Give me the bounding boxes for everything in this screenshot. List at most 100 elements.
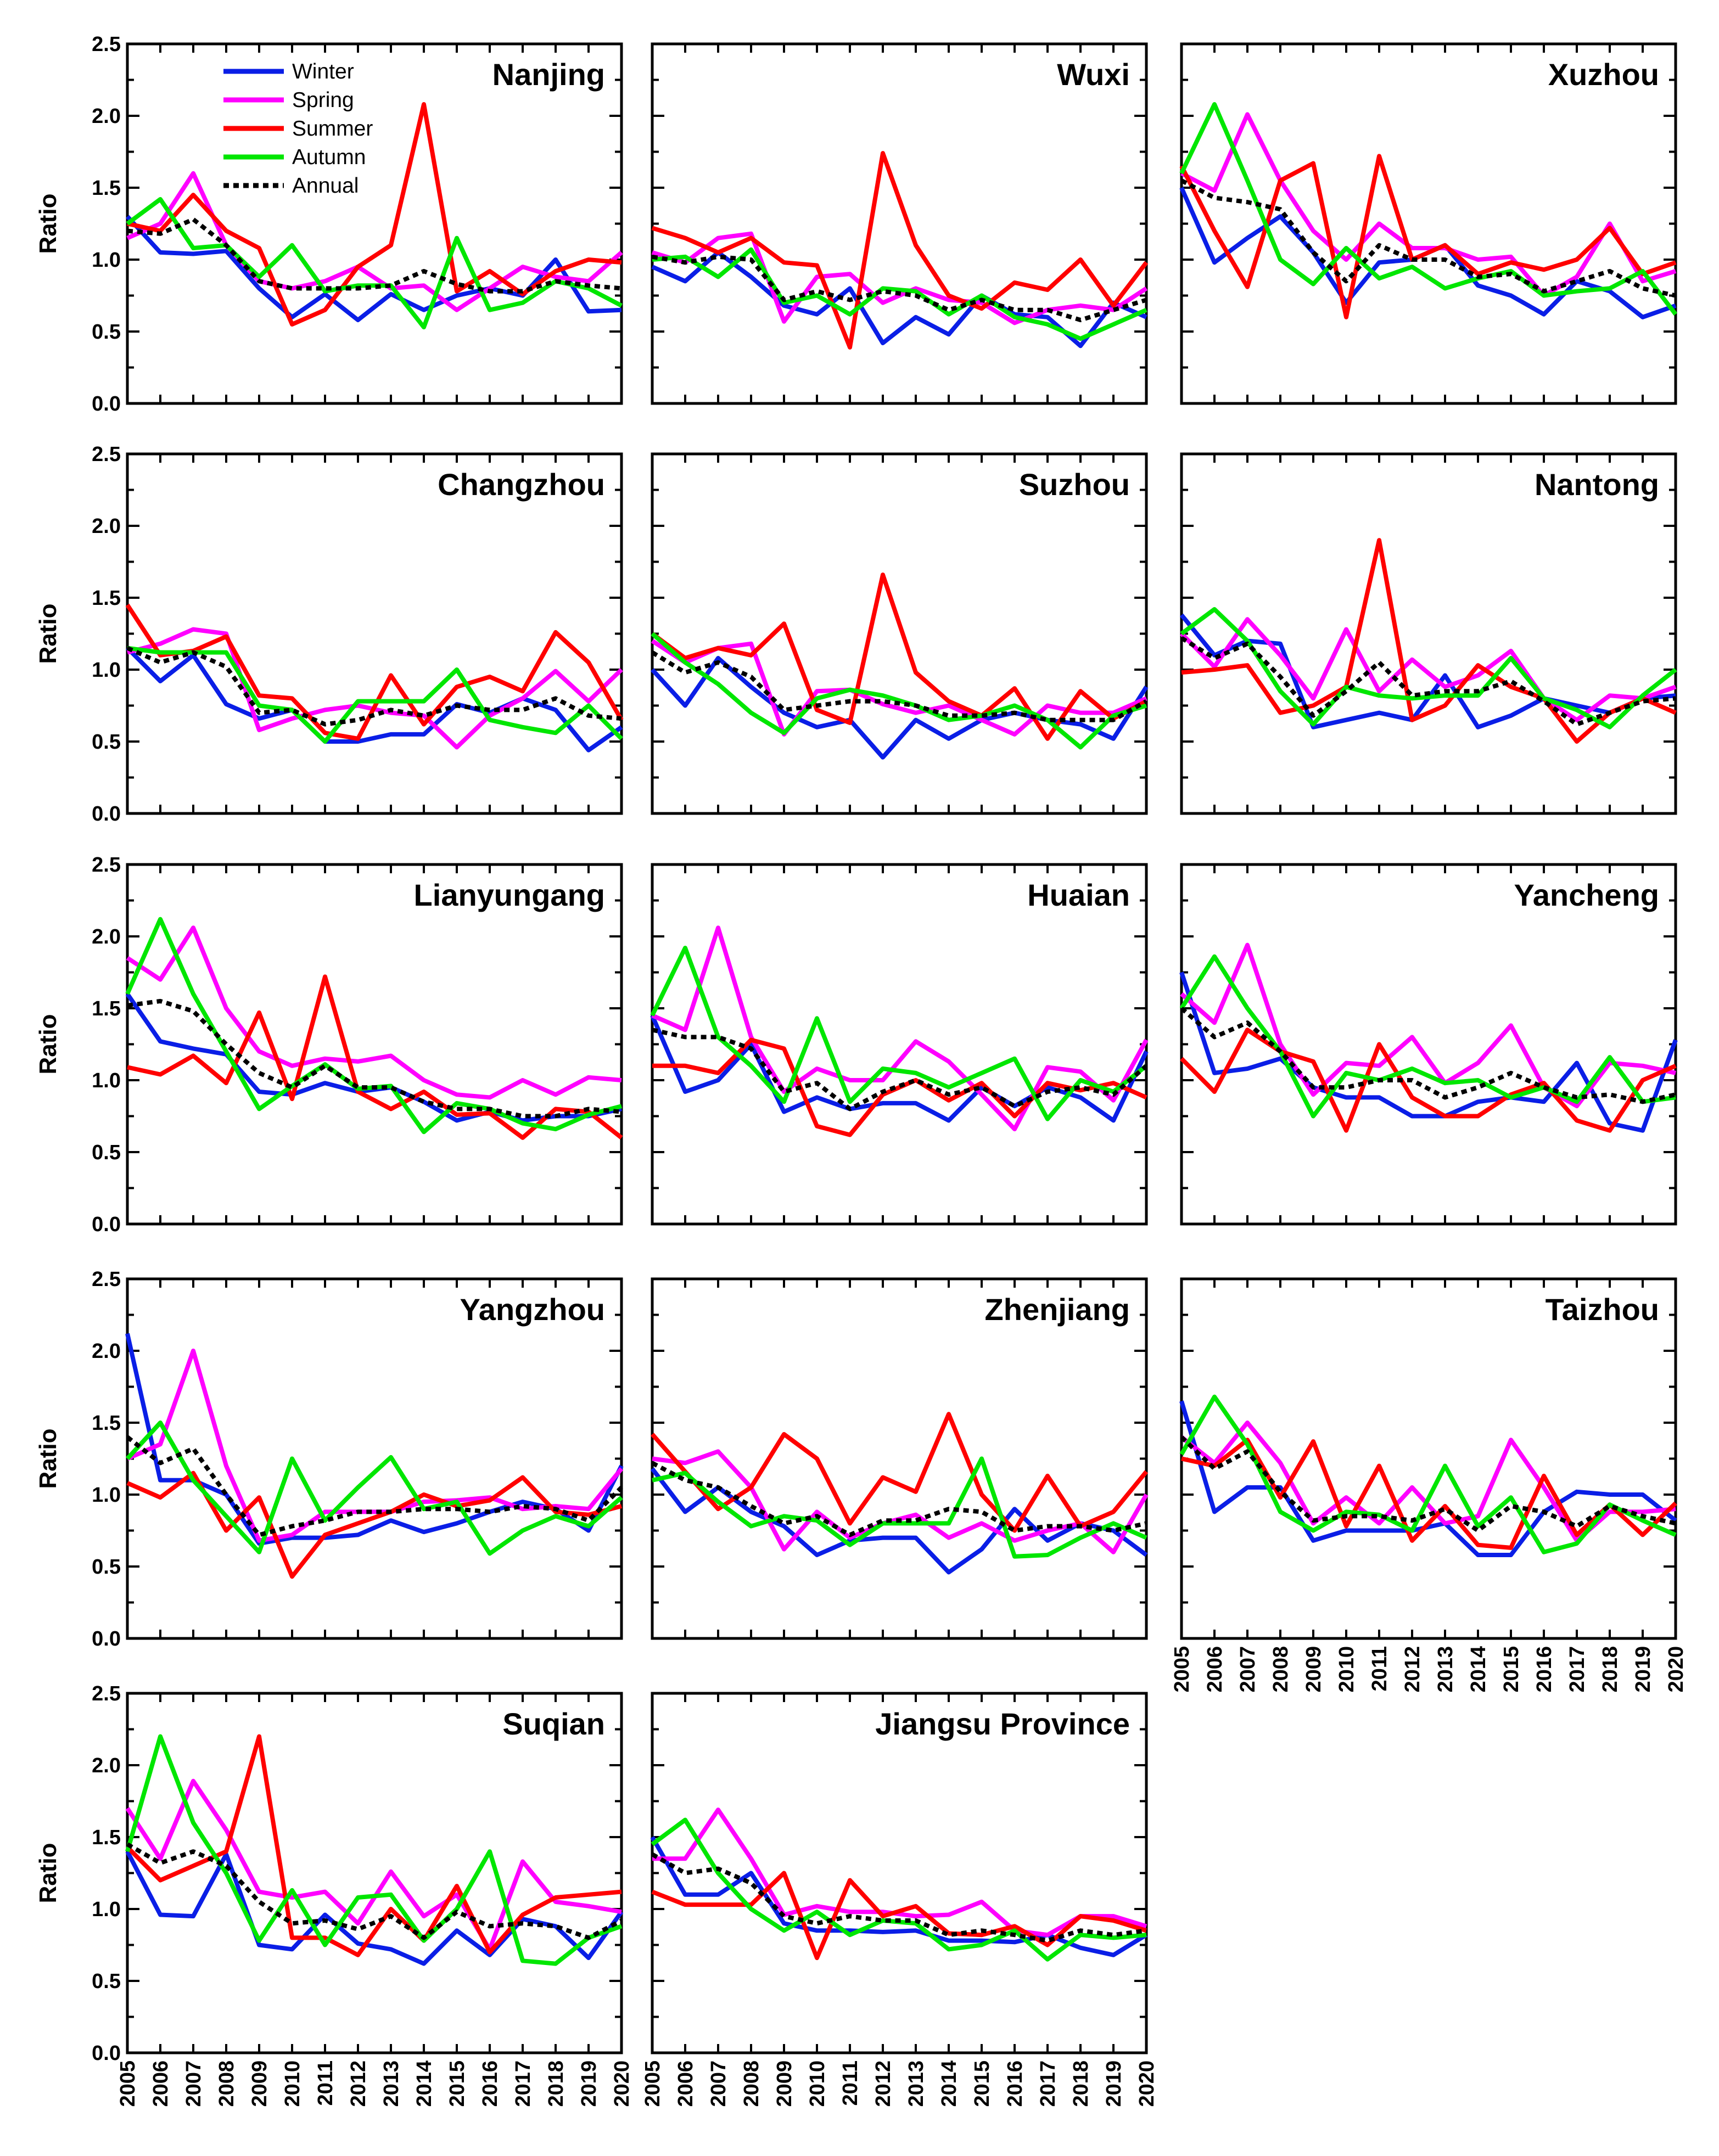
panel-suzhou: Suzhou	[651, 452, 1149, 815]
x-tick-label: 2013	[1434, 1646, 1457, 1693]
panel-yancheng: Yancheng	[1179, 863, 1678, 1226]
panel-title-huaian: Huaian	[1027, 878, 1130, 912]
x-tick-label: 2011	[839, 2060, 862, 2106]
plot-frame-suqian	[126, 1692, 623, 2054]
panel-title-lianyungang: Lianyungang	[414, 878, 605, 912]
series-line-winter-jiangsu-province	[650, 1836, 1148, 1957]
panel-title-yangzhou: Yangzhou	[460, 1292, 605, 1327]
legend-label-annual: Annual	[292, 174, 359, 198]
panel-xuzhou: Xuzhou	[1179, 42, 1678, 405]
x-tick-label: 2019	[578, 2060, 601, 2107]
x-tick-label: 2013	[905, 2060, 928, 2107]
y-tick-label: 2.0	[92, 1754, 121, 1777]
y-tick-label: 1.5	[92, 1826, 121, 1849]
series-line-winter-yancheng	[1179, 972, 1678, 1133]
y-tick-label: 2.0	[92, 1340, 121, 1363]
legend-label-summer: Summer	[292, 117, 373, 141]
series-line-spring-suzhou	[651, 639, 1147, 737]
series-line-autumn-taizhou	[1179, 1394, 1677, 1554]
y-tick-label: 2.0	[92, 105, 121, 128]
legend-label-winter: Winter	[292, 60, 354, 83]
y-tick-label: 0.5	[92, 321, 121, 344]
series-line-annual-suqian	[126, 1842, 623, 1940]
y-tick-label: 2.5	[92, 33, 121, 56]
y-tick-label: 1.0	[92, 1898, 121, 1921]
series-line-autumn-zhenjiang	[652, 1456, 1147, 1559]
series-line-autumn-wuxi	[652, 247, 1147, 341]
panel-nantong: Nantong	[1179, 452, 1677, 815]
x-tick-label: 2005	[116, 2060, 139, 2107]
series-line-autumn-yangzhou	[126, 1421, 623, 1556]
y-tick-label: 0.5	[92, 1141, 121, 1164]
y-tick-label: 1.5	[92, 177, 121, 200]
y-tick-label: 2.0	[92, 925, 121, 948]
panel-title-yancheng: Yancheng	[1514, 878, 1659, 912]
x-tick-label: 2015	[446, 2060, 469, 2107]
y-tick-label: 2.0	[92, 515, 121, 538]
y-tick-label: 0.0	[92, 1627, 121, 1650]
y-axis-label: Ratio	[35, 1429, 61, 1489]
series-line-spring-nantong	[1180, 617, 1677, 722]
x-tick-label: 2020	[1665, 1646, 1688, 1693]
x-tick-label: 2019	[1632, 1646, 1655, 1693]
y-tick-label: 2.5	[92, 443, 121, 466]
series-line-winter-huaian	[650, 1014, 1149, 1123]
plot-frame-changzhou	[126, 452, 623, 815]
y-tick-label: 1.0	[92, 1069, 121, 1092]
series-line-summer-suzhou	[651, 572, 1147, 741]
x-tick-label: 2018	[1599, 1646, 1622, 1693]
x-tick-label: 2009	[773, 2060, 796, 2107]
series-line-summer-nantong	[1181, 538, 1677, 744]
y-tick-label: 1.0	[92, 1484, 121, 1507]
legend-label-spring: Spring	[292, 88, 354, 112]
series-line-winter-suqian	[125, 1850, 624, 1966]
series-line-annual-wuxi	[652, 254, 1147, 322]
x-tick-label: 2017	[1566, 1646, 1589, 1693]
y-axis-label: Ratio	[35, 604, 61, 664]
plot-frame-yancheng	[1180, 863, 1677, 1226]
series-line-summer-huaian	[652, 1037, 1147, 1137]
series-line-spring-yangzhou	[126, 1349, 624, 1543]
plot-frame-wuxi	[651, 42, 1148, 405]
y-tick-label: 0.0	[92, 802, 121, 826]
x-tick-label: 2010	[281, 2060, 304, 2107]
series-line-summer-yangzhou	[126, 1470, 623, 1579]
x-tick-label: 2014	[413, 2060, 436, 2107]
x-tick-label: 2006	[149, 2060, 172, 2107]
panel-jiangsu-province: 2005 2006 2007 2008 2009 2010 2011 2012 2013 2014…	[641, 1692, 1158, 2107]
series-line-summer-taizhou	[1181, 1438, 1677, 1550]
series-line-spring-xuzhou	[1180, 112, 1677, 298]
plot-frame-xuzhou	[1180, 42, 1677, 405]
x-tick-label: 2005	[641, 2060, 664, 2107]
y-axis-label: Ratio	[35, 1014, 61, 1075]
series-line-autumn-yancheng	[1179, 954, 1676, 1119]
x-tick-label: 2017	[1037, 2060, 1060, 2107]
y-tick-label: 2.5	[92, 854, 121, 877]
series-line-autumn-nanjing	[126, 197, 623, 330]
y-tick-label: 1.5	[92, 1412, 121, 1435]
series-line-annual-zhenjiang	[651, 1461, 1147, 1537]
series-line-annual-huaian	[652, 1028, 1148, 1111]
plot-frame-nanjing	[126, 42, 623, 405]
series-line-autumn-huaian	[650, 946, 1148, 1121]
series-line-spring-jiangsu-province	[652, 1807, 1147, 1938]
x-tick-label: 2015	[1500, 1646, 1523, 1693]
series-line-summer-wuxi	[651, 151, 1149, 350]
series-line-summer-changzhou	[125, 603, 624, 741]
x-tick-label: 2012	[347, 2060, 370, 2107]
x-tick-label: 2018	[545, 2060, 568, 2107]
series-line-spring-huaian	[651, 925, 1149, 1132]
x-tick-label: 2008	[740, 2060, 763, 2107]
series-line-spring-nanjing	[126, 171, 623, 312]
x-tick-label: 2008	[215, 2060, 238, 2107]
panel-title-changzhou: Changzhou	[438, 467, 605, 502]
panel-huaian: Huaian	[650, 863, 1149, 1226]
y-tick-label: 1.0	[92, 249, 121, 272]
x-tick-label: 2012	[872, 2060, 895, 2107]
panel-suqian: 0.0 0.5 1.0 1.5 2.0 2.5 Ratio 2005 2006 2007 2008 2…	[35, 1682, 634, 2107]
panel-title-nanjing: Nanjing	[492, 57, 605, 92]
series-line-annual-yancheng	[1180, 1006, 1676, 1104]
series-line-annual-xuzhou	[1180, 178, 1676, 298]
panel-nanjing: 0.0 0.5 1.0 1.5 2.0 2.5 Ratio Nanjing Winter Spri…	[35, 33, 623, 416]
